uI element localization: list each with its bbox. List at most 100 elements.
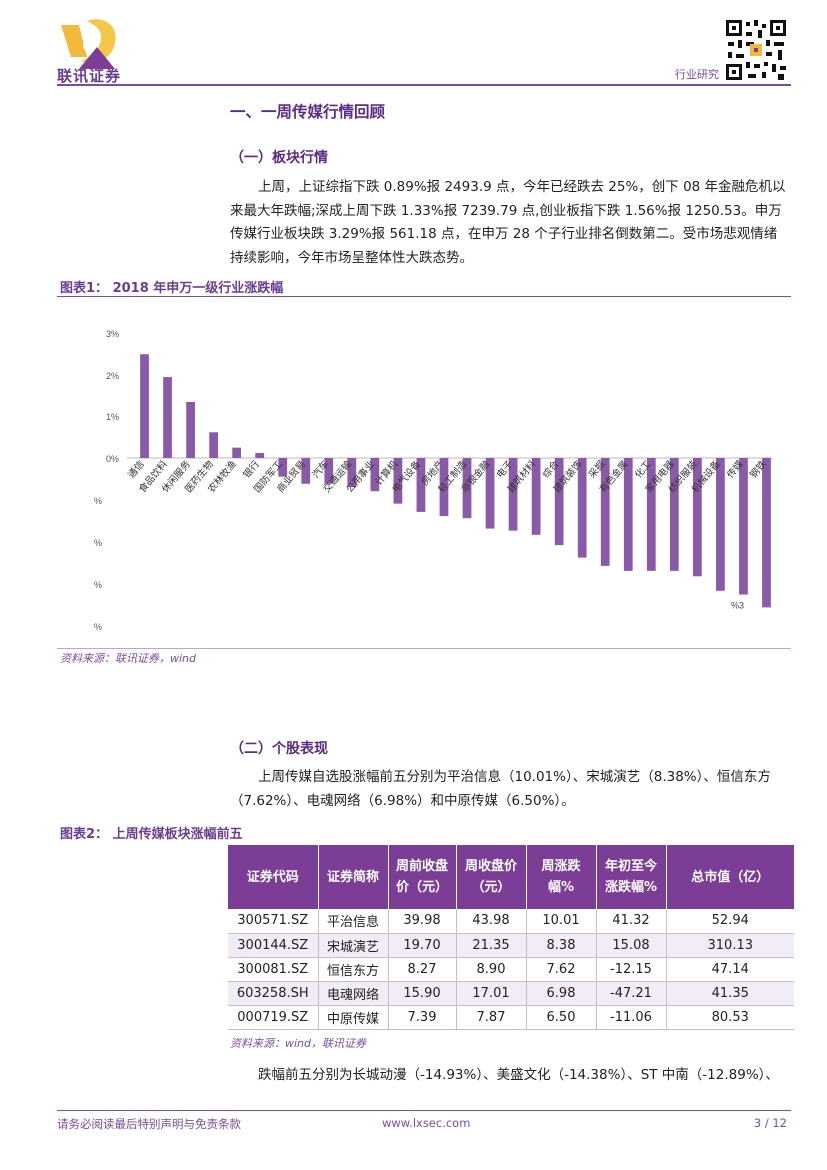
subsection-title-stocks: （二）个股表现	[230, 741, 328, 757]
y-tick-label: %	[94, 580, 102, 590]
bar	[301, 458, 311, 484]
figure1-divider	[57, 296, 791, 297]
table-cell: 中原传媒	[318, 1005, 389, 1030]
table-cell: 52.94	[666, 909, 794, 934]
y-tick-label: %	[94, 622, 102, 632]
table-cell: 15.08	[596, 933, 667, 958]
sector-paragraph: 上周，上证综指下跌 0.89%报 2493.9 点，今年已经跌去 25%，创下 …	[230, 179, 786, 266]
bar	[232, 447, 242, 458]
bar	[485, 458, 495, 529]
bar	[370, 458, 380, 492]
table-cell: 80.53	[666, 1005, 794, 1030]
table-row: 300144.SZ 宋城演艺 19.70 21.35 8.38 15.08 31…	[228, 933, 794, 958]
header-name: 证券简称	[318, 845, 389, 909]
table-cell: 19.70	[388, 933, 457, 958]
table-cell: 603258.SH	[228, 981, 319, 1006]
qr-code-icon	[724, 18, 788, 82]
table-cell: 310.13	[666, 933, 794, 958]
y-tick-label: %	[94, 538, 102, 548]
y-tick-label: 1%	[106, 412, 119, 422]
bar	[278, 458, 288, 477]
table-row: 603258.SH 电魂网络 15.90 17.01 6.98 -47.21 4…	[228, 981, 794, 1006]
bar	[508, 458, 518, 531]
table-cell: 恒信东方	[318, 957, 389, 982]
y-tick-label: 0%	[106, 454, 119, 464]
section-title: 一、一周传媒行情回顾	[230, 103, 386, 121]
company-logo-icon	[61, 19, 116, 69]
table-cell: 43.98	[456, 909, 527, 934]
table-row: 300081.SZ 恒信东方 8.27 8.90 7.62 -12.15 47.…	[228, 957, 794, 982]
table-cell: 平治信息	[318, 909, 389, 934]
bar	[554, 458, 564, 546]
bar	[462, 458, 472, 519]
header-close: 周收盘价（元）	[456, 845, 527, 909]
bar	[393, 458, 403, 504]
table-cell: 10.01	[526, 909, 597, 934]
table-cell: 300081.SZ	[228, 957, 319, 982]
bar	[324, 458, 334, 484]
table-cell: 8.90	[456, 957, 527, 982]
table-cell: -12.15	[596, 957, 667, 982]
table-cell: 41.32	[596, 909, 667, 934]
bar	[416, 458, 426, 512]
table-cell: 21.35	[456, 933, 527, 958]
table-cell: 41.35	[666, 981, 794, 1006]
table-cell: -11.06	[596, 1005, 667, 1030]
y-tick-label: %	[94, 496, 102, 506]
header-code: 证券代码	[228, 845, 319, 909]
bar	[739, 458, 748, 595]
bar	[646, 458, 656, 571]
table-cell: 6.50	[526, 1005, 597, 1030]
table-cell: 15.90	[388, 981, 457, 1006]
bar	[209, 432, 219, 458]
bar	[531, 458, 541, 535]
bar	[669, 458, 679, 571]
table-cell: 6.98	[526, 981, 597, 1006]
table-row: 300571.SZ 平治信息 39.98 43.98 10.01 41.32 5…	[228, 909, 794, 934]
footer-disclaimer-link[interactable]: 请务必阅读最后特别声明与免责条款	[57, 1117, 241, 1131]
header-prev-close: 周前收盘价（元）	[388, 845, 457, 909]
table-cell: 300571.SZ	[228, 909, 319, 934]
bar	[255, 453, 265, 458]
table-row: 000719.SZ 中原传媒 7.39 7.87 6.50 -11.06 80.…	[228, 1005, 794, 1030]
table-cell: 17.01	[456, 981, 527, 1006]
bar	[347, 458, 357, 488]
y-tick-label: 2%	[106, 371, 119, 381]
figure1-title: 图表1： 2018 年申万一级行业涨跌幅	[60, 281, 284, 296]
figure2-source: 资料来源：wind，联讯证券	[230, 1037, 367, 1050]
figure2-title: 图表2： 上周传媒板块涨幅前五	[60, 827, 243, 842]
top-gainers-table: 证券代码 证券简称 周前收盘价（元） 周收盘价（元） 周涨跌幅% 年初至今涨跌幅…	[228, 845, 794, 1030]
table-cell: 7.62	[526, 957, 597, 982]
y-tick-label: 3%	[106, 329, 119, 339]
bar	[163, 377, 172, 458]
table-cell: 7.39	[388, 1005, 457, 1030]
bar	[140, 354, 149, 458]
report-type-label: 行业研究	[675, 68, 719, 81]
table-cell: 000719.SZ	[228, 1005, 319, 1030]
subsection-title-sector: （一）板块行情	[230, 150, 328, 166]
figure1-source: 资料来源：联讯证券，wind	[60, 652, 197, 665]
table-cell: 8.38	[526, 933, 597, 958]
table-cell: 7.87	[456, 1005, 527, 1030]
bar	[762, 458, 771, 608]
header-market-cap: 总市值（亿）	[666, 845, 794, 909]
table-cell: 47.14	[666, 957, 794, 982]
losers-paragraph: 跌幅前五分别为长城动漫（-14.93%）、美盛文化（-14.38%）、ST 中南…	[258, 1067, 779, 1083]
bar	[577, 458, 587, 558]
bar	[600, 458, 610, 566]
header-week-change: 周涨跌幅%	[526, 845, 597, 909]
bar	[716, 458, 725, 591]
stocks-paragraph: 上周传媒自选股涨幅前五分别为平治信息（10.01%）、宋城演艺（8.38%）、恒…	[230, 769, 771, 809]
table-header-row: 证券代码 证券简称 周前收盘价（元） 周收盘价（元） 周涨跌幅% 年初至今涨跌幅…	[228, 845, 794, 909]
table-cell: 300144.SZ	[228, 933, 319, 958]
bar	[439, 458, 449, 517]
page-header: 联讯证券 行业研究	[0, 0, 827, 90]
footer-website-link[interactable]: www.lxsec.com	[382, 1116, 471, 1130]
figure1-bottom-divider	[57, 648, 791, 649]
bar	[186, 401, 195, 458]
footer-divider	[57, 1110, 791, 1111]
table-cell: 宋城演艺	[318, 933, 389, 958]
footer-page-number: 3 / 12	[753, 1116, 787, 1130]
table-cell: -47.21	[596, 981, 667, 1006]
